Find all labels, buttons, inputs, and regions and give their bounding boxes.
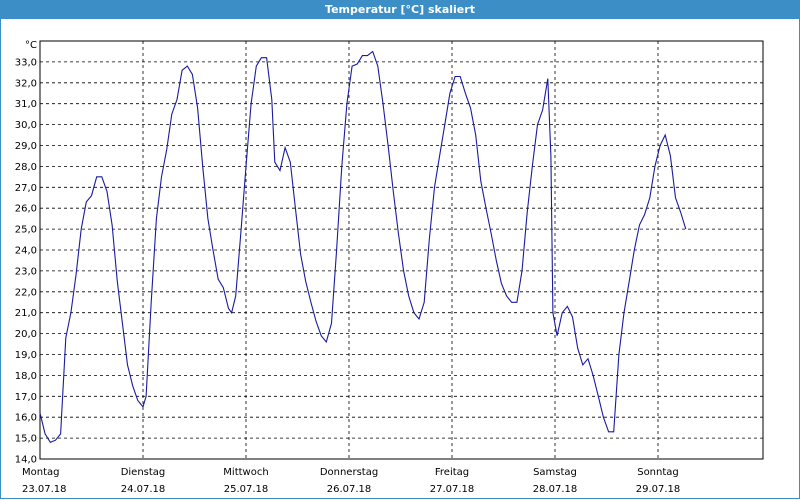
- x-tick-date-label: 24.07.18: [121, 484, 166, 495]
- x-tick-date-label: 25.07.18: [224, 484, 269, 495]
- y-tick-label: 20,0: [15, 329, 37, 340]
- y-tick-label: 22,0: [15, 287, 37, 298]
- x-tick-date-label: 29.07.18: [636, 484, 681, 495]
- grid-lines: [40, 41, 763, 460]
- x-tick-date-label: 26.07.18: [327, 484, 372, 495]
- y-tick-label: 24,0: [15, 246, 37, 257]
- x-tick-day-label: Donnerstag: [320, 467, 378, 478]
- y-tick-label: 33,0: [15, 57, 37, 68]
- y-tick-label: 18,0: [15, 371, 37, 382]
- temperature-series-line: [39, 50, 687, 443]
- y-tick-label: 30,0: [15, 120, 37, 131]
- y-tick-label: 25,0: [15, 225, 37, 236]
- y-tick-label: 31,0: [15, 99, 37, 110]
- y-tick-label: 17,0: [15, 392, 37, 403]
- x-tick-day-label: Mittwoch: [223, 467, 268, 478]
- window-title: Temperatur [°C] skaliert: [0, 0, 800, 19]
- x-tick-date-label: 23.07.18: [22, 484, 67, 495]
- x-tick-labels: Montag 23.07.18 Dienstag 24.07.18 Mittwoch 25…: [22, 467, 680, 495]
- x-tick-day-label: Samstag: [533, 467, 577, 478]
- y-tick-label: 15,0: [15, 434, 37, 445]
- x-tick-day-label: Freitag: [435, 467, 469, 478]
- y-tick-labels: 14,0 15,0 16,0 17,0 18,0 19,0 20,0 21,0 22,0 23,0…: [15, 57, 37, 465]
- x-tick-date-label: 27.07.18: [430, 484, 475, 495]
- y-tick-label: 27,0: [15, 183, 37, 194]
- y-tick-label: 28,0: [15, 162, 37, 173]
- y-tick-label: 29,0: [15, 141, 37, 152]
- y-tick-label: 16,0: [15, 413, 37, 424]
- y-tick-label: 23,0: [15, 266, 37, 277]
- temperature-chart: 14,0 15,0 16,0 17,0 18,0 19,0 20,0 21,0 22,0 23,0…: [15, 40, 764, 495]
- y-tick-label: 19,0: [15, 350, 37, 361]
- x-tick-day-label: Dienstag: [121, 467, 166, 478]
- x-tick-day-label: Sonntag: [637, 467, 679, 478]
- y-axis-unit-label: °C: [25, 40, 37, 51]
- y-tick-label: 14,0: [15, 455, 37, 466]
- x-tick-date-label: 28.07.18: [533, 484, 578, 495]
- x-tick-day-label: Montag: [22, 467, 59, 478]
- y-tick-label: 21,0: [15, 308, 37, 319]
- y-tick-label: 26,0: [15, 204, 37, 215]
- y-tick-label: 32,0: [15, 78, 37, 89]
